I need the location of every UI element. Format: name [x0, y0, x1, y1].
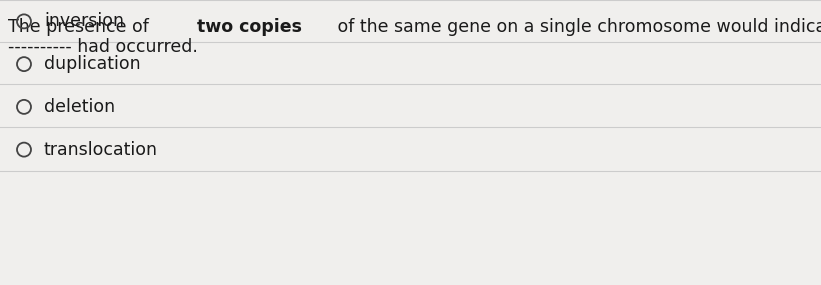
Text: The presence of: The presence of: [8, 18, 154, 36]
Text: inversion: inversion: [44, 12, 124, 30]
Text: deletion: deletion: [44, 98, 115, 116]
Text: duplication: duplication: [44, 55, 140, 73]
Text: two copies: two copies: [197, 18, 302, 36]
Text: ---------- had occurred.: ---------- had occurred.: [8, 38, 198, 56]
Text: of the same gene on a single chromosome would indicate that a(n): of the same gene on a single chromosome …: [333, 18, 821, 36]
Text: translocation: translocation: [44, 141, 158, 159]
